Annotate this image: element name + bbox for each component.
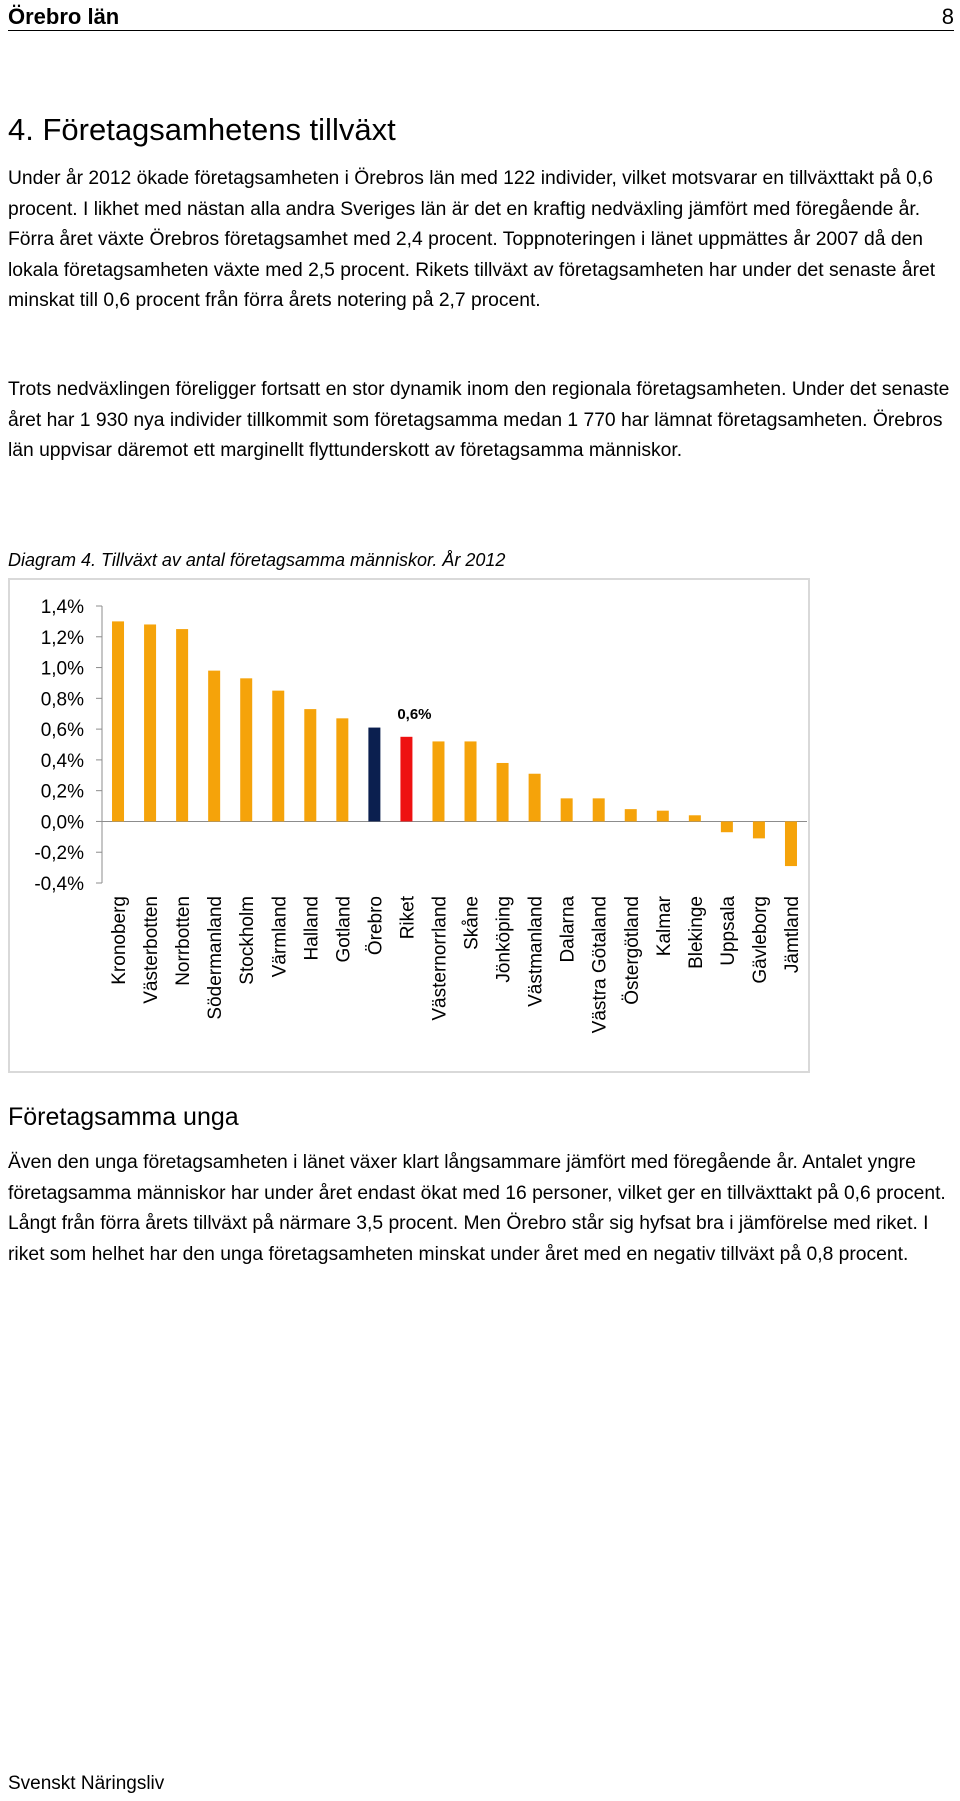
bar [464, 741, 477, 822]
x-tick-label: Blekinge [686, 896, 707, 969]
bar [656, 810, 669, 822]
y-tick-label: 0,6% [41, 720, 84, 741]
paragraph-2: Trots nedväxlingen föreligger fortsatt e… [8, 379, 950, 461]
x-tick-label: Dalarna [558, 896, 579, 963]
x-tick-label: Västernorrland [429, 896, 450, 1021]
x-tick-label: Halland [301, 896, 322, 960]
bar [304, 709, 317, 822]
chart-caption: Diagram 4. Tillväxt av antal företagsamm… [8, 550, 506, 570]
y-tick-label: 0,8% [41, 689, 84, 710]
bar [688, 815, 701, 822]
bar [208, 670, 221, 822]
y-tick-label: 1,4% [41, 597, 84, 618]
bar [528, 773, 541, 822]
bar [624, 809, 637, 822]
data-label: 0,6% [397, 706, 431, 723]
bar [560, 798, 573, 822]
page-number: 8 [941, 4, 954, 29]
x-tick-label: Kalmar [654, 895, 675, 956]
bar [496, 762, 509, 822]
bar [720, 821, 733, 833]
page-header: Örebro län 8 [8, 4, 954, 31]
paragraph-1: Under år 2012 ökade företagsamheten i Ör… [8, 168, 936, 311]
bar [784, 821, 797, 867]
x-tick-label: Jönköping [494, 896, 515, 983]
x-tick-label: Jämtland [782, 896, 803, 973]
x-tick-label: Västerbotten [141, 896, 162, 1004]
x-tick-label: Uppsala [718, 896, 739, 966]
x-tick-label: Gävleborg [750, 896, 771, 984]
x-tick-label: Östergötland [622, 896, 643, 1005]
y-tick-label: -0,2% [34, 843, 84, 864]
region-title: Örebro län [8, 4, 120, 29]
bar [240, 678, 253, 822]
bar [176, 629, 189, 822]
x-tick-label: Stockholm [237, 896, 258, 985]
section-heading: 4. Företagsamhetens tillväxt [8, 112, 396, 147]
footer-text: Svenskt Näringsliv [8, 1773, 165, 1794]
y-tick-label: -0,4% [34, 874, 84, 895]
y-tick-label: 0,0% [41, 812, 84, 833]
bar [752, 821, 765, 839]
y-tick-label: 0,4% [41, 751, 84, 772]
bar [336, 718, 349, 822]
bar [144, 624, 157, 822]
subsection-paragraph: Även den unga företagsamheten i länet vä… [8, 1152, 946, 1265]
bar [400, 736, 413, 822]
x-tick-label: Gotland [333, 896, 354, 963]
bar [592, 798, 605, 822]
bar [272, 690, 285, 822]
chart-frame: 1,4% 1,2% 1,0% 0,8% 0,6% 0,4% 0,2% 0,0% -0,2% -0,… [8, 578, 810, 1073]
bar [368, 727, 381, 822]
x-tick-label: Skåne [462, 896, 483, 950]
bar [432, 741, 445, 822]
x-tick-label: Norrbotten [173, 896, 194, 986]
y-tick-label: 1,2% [41, 628, 84, 649]
x-tick-label: Västra Götaland [590, 896, 611, 1033]
subsection-heading: Företagsamma unga [8, 1103, 239, 1131]
x-tick-label: Värmland [269, 896, 290, 977]
x-tick-label: Riket [397, 895, 418, 939]
x-tick-label: Södermanland [205, 896, 226, 1020]
y-tick-label: 0,2% [41, 782, 84, 803]
x-tick-label: Örebro [365, 896, 386, 955]
x-tick-label: Västmanland [526, 896, 547, 1007]
y-tick-label: 1,0% [41, 659, 84, 680]
bar [112, 621, 125, 822]
bar-chart: 1,4% 1,2% 1,0% 0,8% 0,6% 0,4% 0,2% 0,0% -0,2% -0,… [34, 597, 807, 1033]
x-tick-label: Kronoberg [109, 896, 130, 985]
